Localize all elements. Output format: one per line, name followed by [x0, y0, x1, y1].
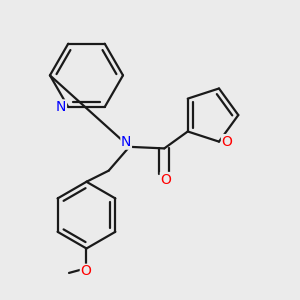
Text: N: N — [56, 100, 66, 114]
Text: O: O — [160, 172, 171, 187]
Text: N: N — [121, 135, 131, 149]
Text: O: O — [80, 264, 91, 278]
Text: O: O — [221, 135, 233, 148]
